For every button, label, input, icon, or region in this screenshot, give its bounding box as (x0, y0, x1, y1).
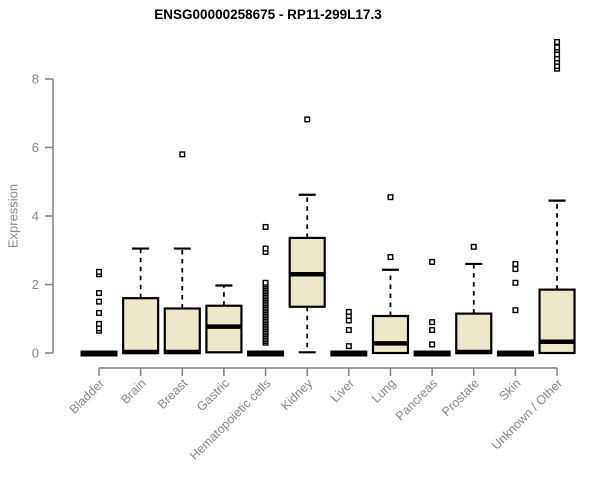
outlier-point-prostate (470, 243, 477, 250)
box-brain (122, 297, 160, 355)
outlier-point-bladder (95, 298, 102, 305)
outlier-point-bladder (95, 290, 102, 297)
x-category-label-pancreas: Pancreas (393, 376, 440, 423)
outlier-point-breast (179, 151, 186, 158)
y-tick-label: 4 (32, 209, 39, 224)
outlier-point-liver (345, 343, 352, 350)
x-category-label-lung: Lung (369, 376, 399, 406)
outlier-point-skin (512, 307, 519, 314)
x-category-label-kidney: Kidney (278, 376, 315, 413)
flat-box-liver (330, 350, 368, 357)
flat-box-hematopoietic-cells (247, 350, 285, 357)
flat-box-pancreas (413, 350, 451, 357)
outlier-point-skin (512, 266, 519, 273)
box-gastric (205, 304, 243, 354)
outlier-point-skin (512, 260, 519, 267)
x-category-label-skin: Skin (496, 376, 523, 403)
outlier-point-bladder (95, 309, 102, 316)
outlier-point-unknown-other (554, 39, 561, 46)
outlier-point-bladder (95, 268, 102, 275)
x-category-label-bladder: Bladder (67, 376, 107, 416)
y-tick-label: 6 (32, 140, 39, 155)
flat-box-bladder (80, 350, 118, 357)
x-category-label-gastric: Gastric (194, 376, 232, 414)
outlier-point-hematopoietic-cells (262, 279, 269, 286)
flat-box-skin (496, 350, 534, 357)
outlier-point-pancreas (429, 341, 436, 348)
x-category-label-prostate: Prostate (439, 376, 482, 419)
outlier-point-liver (345, 327, 352, 334)
outlier-point-kidney (304, 116, 311, 123)
outlier-point-unknown-other (554, 44, 561, 51)
box-breast (163, 307, 201, 355)
y-tick-label: 0 (32, 346, 39, 361)
x-category-label-unknown-other: Unknown / Other (489, 376, 565, 452)
x-category-label-brain: Brain (118, 376, 149, 407)
outlier-point-pancreas (429, 319, 436, 326)
y-axis-label: Expression (5, 183, 21, 249)
outlier-point-pancreas (429, 258, 436, 265)
outlier-point-hematopoietic-cells (262, 245, 269, 252)
outlier-point-bladder (95, 320, 102, 327)
chart-title: ENSG00000258675 - RP11-299L17.3 (154, 7, 382, 22)
box-lung (371, 314, 410, 355)
box-prostate (455, 312, 493, 355)
outlier-point-lung (387, 254, 394, 261)
x-category-label-hematopoietic-cells: Hematopoietic cells (187, 376, 274, 463)
outlier-point-lung (387, 194, 394, 201)
outlier-point-pancreas (429, 327, 436, 334)
outlier-point-skin (512, 279, 519, 286)
y-tick-label: 2 (32, 277, 39, 292)
x-category-label-liver: Liver (328, 376, 357, 405)
x-category-label-breast: Breast (155, 376, 191, 412)
outlier-point-liver (345, 308, 352, 315)
y-tick-label: 8 (32, 72, 39, 87)
outlier-point-hematopoietic-cells (262, 223, 269, 230)
